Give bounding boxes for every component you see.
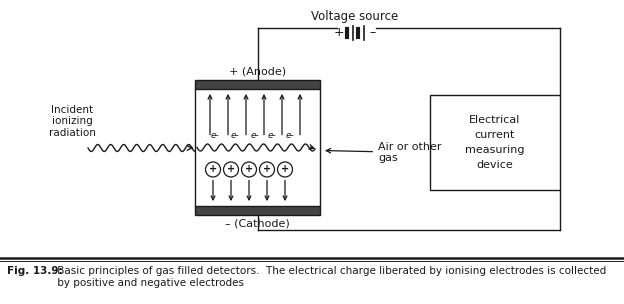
Text: Air or other
gas: Air or other gas — [326, 142, 442, 163]
Text: +: + — [281, 164, 289, 174]
Text: +: + — [227, 164, 235, 174]
Text: + (Anode): + (Anode) — [229, 66, 286, 76]
Text: –: – — [370, 26, 376, 40]
Bar — [195, 206, 320, 215]
Text: +: + — [209, 164, 217, 174]
Text: Fig. 13.9:: Fig. 13.9: — [7, 266, 62, 276]
Bar — [195, 80, 320, 89]
Text: e-: e- — [268, 132, 276, 140]
Text: e-: e- — [231, 132, 240, 140]
Text: +: + — [245, 164, 253, 174]
Text: Voltage source: Voltage source — [311, 10, 399, 23]
Text: +: + — [334, 26, 344, 40]
Text: Electrical
current
measuring
device: Electrical current measuring device — [466, 115, 525, 170]
Text: Basic principles of gas filled detectors.  The electrical charge liberated by io: Basic principles of gas filled detectors… — [54, 266, 607, 288]
Text: – (Cathode): – (Cathode) — [225, 219, 290, 229]
Text: Incident
ionizing
radiation: Incident ionizing radiation — [49, 105, 95, 138]
Text: e-: e- — [211, 132, 220, 140]
Text: e-: e- — [251, 132, 260, 140]
Text: +: + — [263, 164, 271, 174]
Bar — [430, 95, 560, 190]
Text: e-: e- — [286, 132, 295, 140]
